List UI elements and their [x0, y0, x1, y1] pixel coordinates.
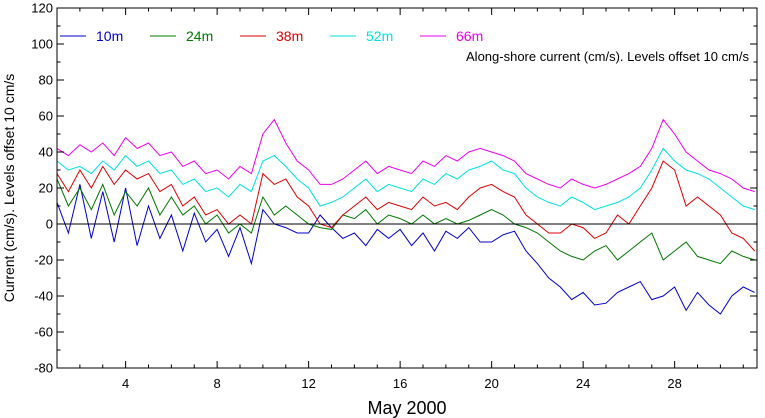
x-tick-label: 28: [667, 376, 681, 391]
ticks-layer: 4 8 12 16 20 24 28 -80 -60 -40 -20 0 20 40 60 80 100 120: [31, 1, 757, 391]
y-tick-label: 40: [39, 145, 53, 160]
y-tick-label: -40: [34, 289, 53, 304]
x-tick-label: 8: [214, 376, 221, 391]
y-tick-label: 0: [46, 217, 53, 232]
series-line-52m: [57, 147, 755, 211]
series-line-66m: [57, 118, 755, 193]
y-axis-title: Current (cm/s). Levels offset 10 cm/s: [1, 74, 17, 302]
legend: 10m 24m 38m 52m 66m: [60, 28, 483, 44]
legend-label-38m: 38m: [276, 28, 303, 44]
y-tick-label: -80: [34, 361, 53, 376]
legend-label-52m: 52m: [366, 28, 393, 44]
series-line-38m: [57, 160, 756, 252]
chart-annotation: Along-shore current (cm/s). Levels offse…: [466, 49, 749, 64]
series-line-24m: [57, 178, 755, 265]
x-tick-label: 16: [393, 376, 407, 391]
legend-label-24m: 24m: [186, 28, 213, 44]
y-tick-label: 20: [39, 181, 53, 196]
x-axis-title: May 2000: [367, 398, 446, 418]
y-tick-label: -60: [34, 325, 53, 340]
y-tick-label: -20: [34, 253, 53, 268]
y-tick-label: 80: [39, 73, 53, 88]
y-tick-label: 100: [31, 37, 53, 52]
x-tick-label: 20: [484, 376, 498, 391]
y-tick-label: 60: [39, 109, 53, 124]
legend-label-66m: 66m: [456, 28, 483, 44]
series-line-10m: [57, 184, 755, 315]
x-tick-label: 24: [576, 376, 590, 391]
x-tick-label: 4: [122, 376, 129, 391]
series-layer: [57, 118, 756, 315]
legend-label-10m: 10m: [96, 28, 123, 44]
x-tick-label: 12: [301, 376, 315, 391]
y-tick-label: 120: [31, 1, 53, 16]
